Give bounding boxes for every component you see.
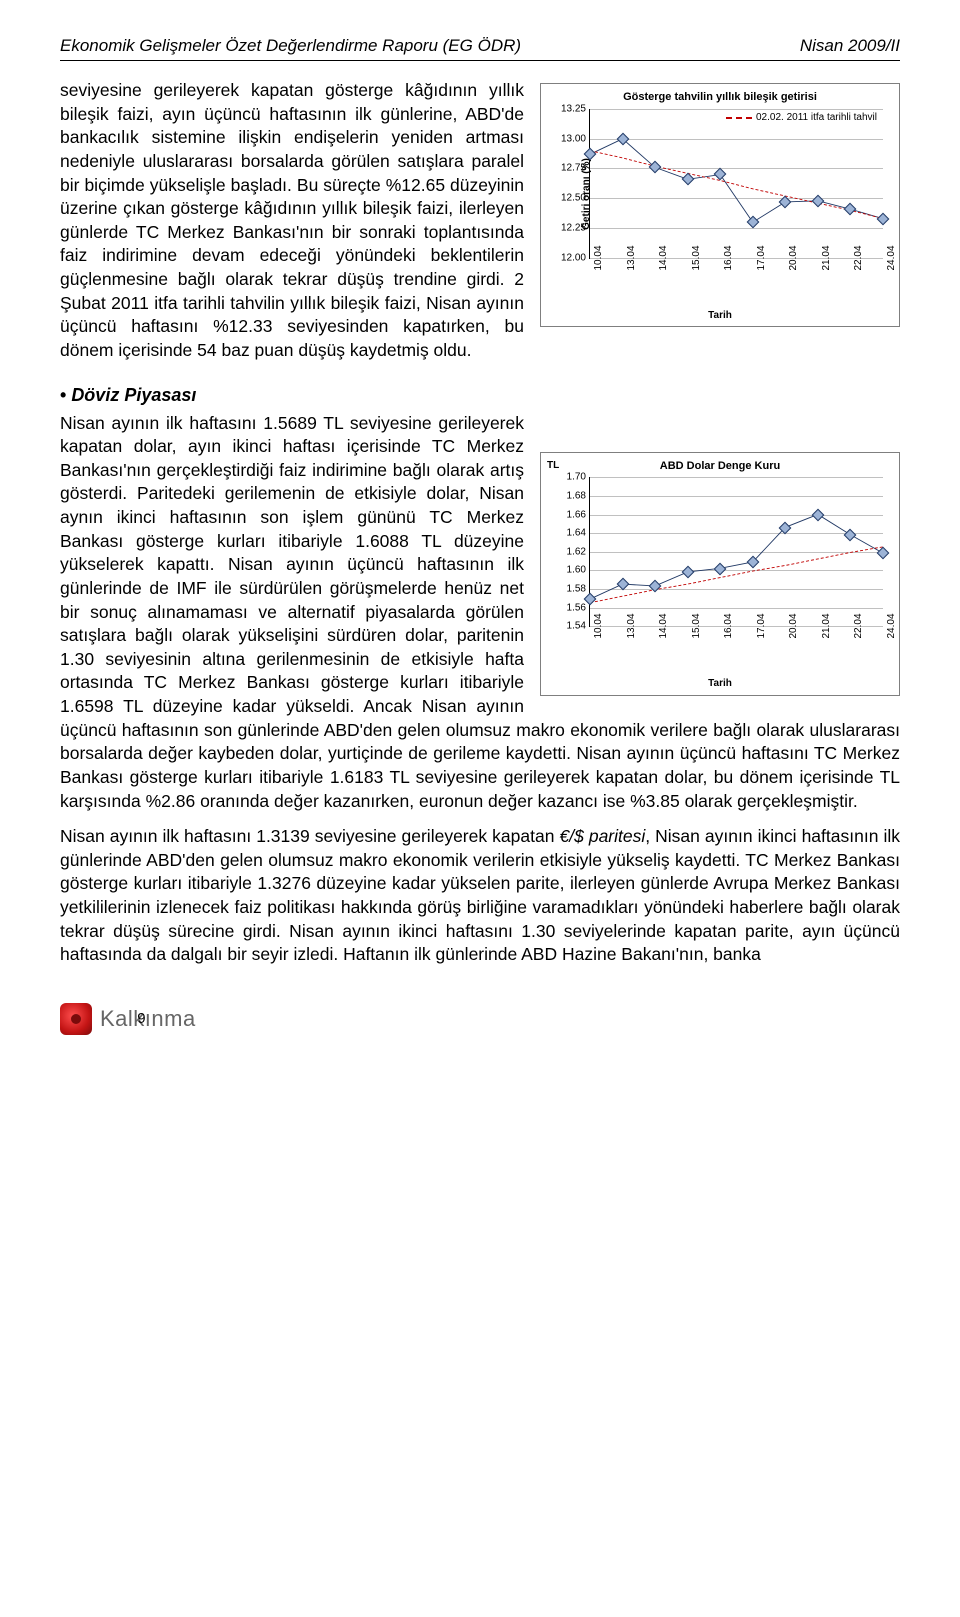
header-right: Nisan 2009/II	[800, 36, 900, 56]
chart-yield: Gösterge tahvilin yıllık bileşik getiris…	[540, 83, 900, 327]
paragraph-3: Nisan ayının ilk haftasını 1.3139 seviye…	[60, 825, 900, 967]
page-footer: Kalkınma 9	[60, 1003, 900, 1047]
logo: Kalkınma	[60, 1003, 196, 1035]
header-left: Ekonomik Gelişmeler Özet Değerlendirme R…	[60, 36, 521, 56]
chart-yield-xlabel: Tarih	[549, 309, 891, 323]
chart-usd-title: ABD Dolar Denge Kuru	[549, 459, 891, 474]
page-number: 9	[137, 1010, 145, 1027]
logo-icon	[60, 1003, 92, 1035]
chart-usd-plot: 1.541.561.581.601.621.641.661.681.7010.0…	[589, 477, 883, 647]
chart-usd-ylabel: TL	[547, 459, 559, 473]
page-header: Ekonomik Gelişmeler Özet Değerlendirme R…	[60, 36, 900, 61]
chart-usd-xlabel: Tarih	[549, 677, 891, 691]
chart-yield-plot: Getiri oranı (%) 02.02. 2011 itfa tarihl…	[589, 109, 883, 279]
section-heading: Döviz Piyasası	[60, 385, 900, 406]
chart-usd: TL ABD Dolar Denge Kuru 1.541.561.581.60…	[540, 452, 900, 696]
logo-text: Kalkınma	[100, 1006, 196, 1032]
chart-yield-title: Gösterge tahvilin yıllık bileşik getiris…	[549, 90, 891, 105]
